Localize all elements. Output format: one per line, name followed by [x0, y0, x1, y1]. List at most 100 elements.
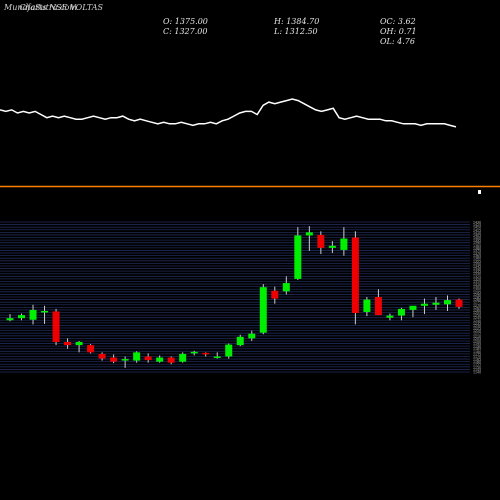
y-tick-label: 1155 — [473, 363, 481, 367]
y-tick-label: 1210 — [473, 334, 481, 338]
candle-body — [443, 300, 451, 305]
candle-body — [52, 311, 60, 342]
y-tick-label: 1140 — [473, 371, 481, 375]
y-tick-label: 1290 — [473, 293, 481, 297]
candle-body — [190, 351, 198, 354]
y-tick-label: 1400 — [473, 236, 481, 240]
y-tick-label: 1230 — [473, 324, 481, 328]
candle-body — [248, 333, 256, 339]
y-tick-label: 1205 — [473, 337, 481, 341]
chart-title: Charts NSE VOLTAS — [19, 3, 104, 12]
y-tick-label: 1410 — [473, 231, 481, 235]
candle-body — [259, 287, 267, 333]
candle-body — [340, 238, 348, 250]
y-tick-label: 1160 — [473, 360, 481, 364]
watermark-title: MunafaSutra.com Charts NSE VOLTAS — [4, 3, 103, 12]
candle-body — [133, 352, 141, 361]
candle-body — [271, 290, 279, 299]
candle-body — [75, 342, 83, 346]
watermark-text: MunafaSutra.com — [4, 3, 77, 12]
high-label: H: 1384.70 — [274, 17, 320, 26]
candle-body — [328, 245, 336, 248]
y-tick-label: 1200 — [473, 339, 481, 343]
volume-line — [0, 98, 457, 128]
candle-body — [41, 310, 49, 313]
y-tick-label: 1280 — [473, 298, 481, 302]
close-label: C: 1327.00 — [163, 27, 208, 36]
candle-body — [409, 305, 417, 310]
y-tick-label: 1260 — [473, 308, 481, 312]
candle-body — [317, 234, 325, 248]
y-tick-label: 1245 — [473, 316, 481, 320]
y-tick-label: 1235 — [473, 321, 481, 325]
y-tick-label: 1175 — [473, 352, 481, 356]
y-tick-label: 1185 — [473, 347, 481, 351]
y-tick-label: 1395 — [473, 239, 481, 243]
candle-body — [6, 318, 14, 321]
candle-body — [351, 237, 359, 314]
ol-label: OL: 4.76 — [380, 37, 415, 46]
y-tick-label: 1180 — [473, 350, 481, 354]
candle-body — [455, 299, 463, 307]
y-tick-label: 1195 — [473, 342, 481, 346]
y-tick-label: 1145 — [473, 368, 481, 372]
y-tick-label: 1320 — [473, 277, 481, 281]
oh-label: OH: 0.71 — [380, 27, 417, 36]
y-tick-label: 1405 — [473, 233, 481, 237]
y-tick-label: 1305 — [473, 285, 481, 289]
candle-body — [236, 336, 244, 346]
candle-body — [179, 353, 187, 362]
y-tick-label: 1310 — [473, 283, 481, 287]
candle-body — [121, 359, 129, 361]
y-tick-label: 1430 — [473, 221, 481, 225]
candle-body — [294, 235, 302, 279]
candle-body — [202, 352, 210, 355]
y-tick-label: 1220 — [473, 329, 481, 333]
candle-body — [110, 357, 118, 362]
candle-body — [144, 356, 152, 361]
y-tick-label: 1300 — [473, 288, 481, 292]
y-tick-label: 1420 — [473, 226, 481, 230]
candle-body — [432, 302, 440, 305]
y-tick-label: 1250 — [473, 314, 481, 318]
y-tick-label: 1285 — [473, 296, 481, 300]
y-tick-label: 1360 — [473, 257, 481, 261]
candle-body — [363, 299, 371, 312]
candle-body — [282, 283, 290, 292]
y-tick-label: 1150 — [473, 365, 481, 369]
y-tick-label: 1270 — [473, 303, 481, 307]
y-tick-label: 1390 — [473, 241, 481, 245]
y-tick-label: 1215 — [473, 332, 481, 336]
y-tick-label: 1190 — [473, 345, 481, 349]
y-tick-label: 1325 — [473, 275, 481, 279]
y-tick-label: 1255 — [473, 311, 481, 315]
candle-body — [225, 344, 233, 357]
y-tick-label: 1330 — [473, 272, 481, 276]
y-tick-label: 1275 — [473, 301, 481, 305]
open-label: O: 1375.00 — [163, 17, 208, 26]
candle-body — [87, 345, 95, 353]
y-tick-label: 1375 — [473, 249, 481, 253]
y-tick-label: 1340 — [473, 267, 481, 271]
y-tick-label: 1350 — [473, 262, 481, 266]
y-tick-label: 1165 — [473, 358, 481, 362]
candle-body — [213, 356, 221, 358]
y-tick-label: 1425 — [473, 223, 481, 227]
y-tick-label: 1335 — [473, 270, 481, 274]
y-tick-label: 1365 — [473, 254, 481, 258]
y-tick-label: 1315 — [473, 280, 481, 284]
y-tick-label: 1415 — [473, 228, 481, 232]
candle-body — [29, 309, 37, 320]
y-tick-label: 1295 — [473, 290, 481, 294]
candle-body — [98, 353, 106, 359]
candle-body — [397, 308, 405, 316]
candle-body — [156, 357, 164, 362]
y-tick-label: 1225 — [473, 327, 481, 331]
y-tick-label: 1380 — [473, 246, 481, 250]
candle-body — [167, 357, 175, 363]
marker-dot — [478, 190, 481, 194]
oc-label: OC: 3.62 — [380, 17, 416, 26]
y-tick-label: 1355 — [473, 259, 481, 263]
